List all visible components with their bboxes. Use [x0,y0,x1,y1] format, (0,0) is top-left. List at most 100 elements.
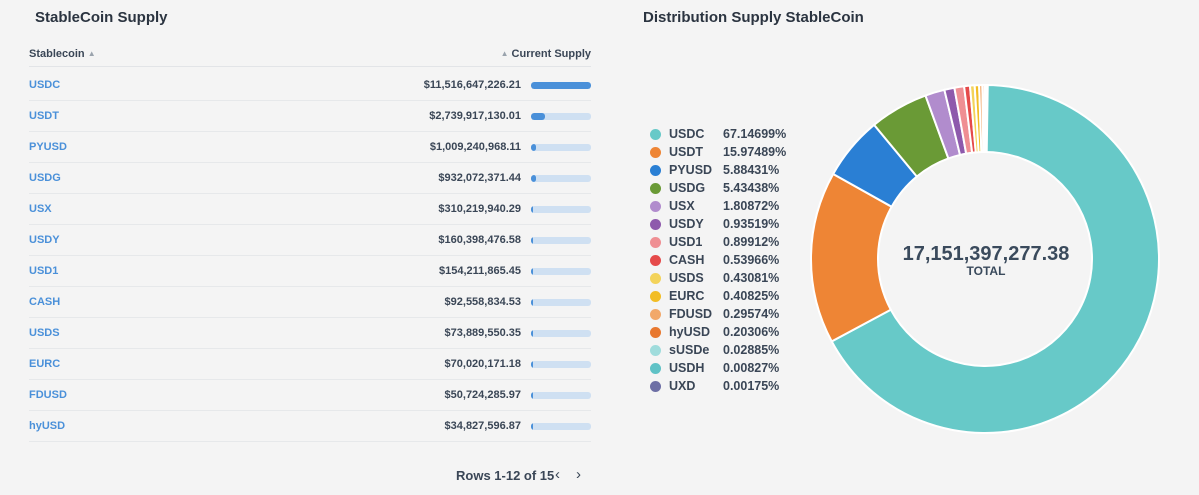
stablecoin-link[interactable]: USX [29,203,52,215]
supply-bar-fill [531,330,533,337]
legend-label: USDC [669,127,705,141]
supply-bar-fill [531,82,591,89]
supply-table-body: USDC $11,516,647,226.21 USDT $2,739,917,130… [29,70,591,442]
legend-label: USX [669,199,695,213]
legend-percent: 0.00175% [723,379,780,393]
table-row: USDY $160,398,476.58 [29,225,591,256]
stablecoin-link[interactable]: USDC [29,79,61,91]
legend-label: EURC [669,289,705,303]
stablecoin-link[interactable]: USD1 [29,265,59,277]
donut-slice-uxd[interactable] [985,84,989,154]
stablecoin-link[interactable]: EURC [29,358,61,370]
table-row: USD1 $154,211,865.45 [29,256,591,287]
legend-dot [650,327,661,338]
stablecoin-link[interactable]: USDG [29,172,61,184]
supply-value: $70,020,171.18 [444,358,521,370]
legend-dot [650,183,661,194]
donut-total-value: 17,151,397,277.38 [903,243,1070,265]
supply-value: $154,211,865.45 [439,265,521,277]
supply-bar-fill [531,392,533,399]
table-row: CASH $92,558,834.53 [29,287,591,318]
table-row: EURC $70,020,171.18 [29,349,591,380]
legend-label: USDY [669,217,704,231]
supply-bar-fill [531,361,533,368]
legend-percent: 1.80872% [723,199,780,213]
column-stablecoin-label: Stablecoin [29,48,85,60]
table-row: PYUSD $1,009,240,968.11 [29,132,591,163]
table-row: USDS $73,889,550.35 [29,318,591,349]
donut-slice-usdc[interactable] [830,84,1160,434]
table-row: USDC $11,516,647,226.21 [29,70,591,101]
column-header-supply[interactable]: ▲ Current Supply [501,48,591,60]
stablecoin-link[interactable]: hyUSD [29,420,66,432]
table-row: USDT $2,739,917,130.01 [29,101,591,132]
supply-bar-track [531,175,591,182]
supply-bar-fill [531,206,533,213]
legend-label: hyUSD [669,325,710,339]
table-header: Stablecoin ▲ ▲ Current Supply [29,44,591,67]
legend-dot [650,237,661,248]
supply-bar-track [531,392,591,399]
stablecoin-link[interactable]: USDS [29,327,60,339]
supply-bar-fill [531,299,533,306]
legend-percent: 0.02885% [723,343,780,357]
supply-bar-track [531,144,591,151]
legend-label: CASH [669,253,705,267]
legend-dot [650,201,661,212]
supply-value: $1,009,240,968.11 [429,141,521,153]
legend-dot [650,147,661,158]
supply-bar-fill [531,175,536,182]
donut-chart: 17,151,397,277.38 TOTAL [810,84,1160,434]
legend-percent: 15.97489% [723,145,787,159]
supply-bar-track [531,299,591,306]
legend-label: UXD [669,379,696,393]
supply-value: $11,516,647,226.21 [423,79,521,91]
supply-value: $92,558,834.53 [444,296,521,308]
legend-percent: 5.88431% [723,163,780,177]
supply-bar-track [531,113,591,120]
supply-value: $310,219,940.29 [438,203,521,215]
supply-value: $932,072,371.44 [438,172,521,184]
supply-bar-track [531,237,591,244]
column-header-stablecoin[interactable]: Stablecoin ▲ [29,48,96,60]
legend-label: USD1 [669,235,703,249]
column-supply-label: Current Supply [511,48,591,60]
stablecoin-supply-title: StableCoin Supply [35,9,168,26]
supply-bar-track [531,82,591,89]
table-row: USDG $932,072,371.44 [29,163,591,194]
legend-percent: 67.14699% [723,127,787,141]
sort-up-icon: ▲ [87,49,96,58]
legend-dot [650,363,661,374]
legend-dot [650,381,661,392]
legend-dot [650,219,661,230]
legend-percent: 0.93519% [723,217,780,231]
supply-value: $160,398,476.58 [438,234,521,246]
supply-bar-fill [531,144,537,151]
stablecoin-link[interactable]: USDY [29,234,60,246]
stablecoin-link[interactable]: USDT [29,110,59,122]
legend-dot [650,309,661,320]
supply-value: $2,739,917,130.01 [429,110,521,122]
legend-label: USDS [669,271,704,285]
previous-page-button[interactable]: ‹ [555,466,560,483]
stablecoin-link[interactable]: PYUSD [29,141,67,153]
supply-bar-track [531,206,591,213]
distribution-chart-title: Distribution Supply StableCoin [643,9,864,26]
legend-label: PYUSD [669,163,713,177]
next-page-button[interactable]: › [576,466,581,483]
stablecoin-link[interactable]: FDUSD [29,389,67,401]
table-row: hyUSD $34,827,596.87 [29,411,591,442]
legend-dot [650,345,661,356]
legend-percent: 5.43438% [723,181,780,195]
legend-percent: 0.40825% [723,289,780,303]
supply-bar-track [531,361,591,368]
stablecoin-link[interactable]: CASH [29,296,61,308]
legend-percent: 0.43081% [723,271,780,285]
legend-label: USDT [669,145,704,159]
table-row: USX $310,219,940.29 [29,194,591,225]
supply-value: $50,724,285.97 [444,389,521,401]
legend-percent: 0.53966% [723,253,780,267]
supply-value: $34,827,596.87 [444,420,521,432]
legend-dot [650,165,661,176]
legend-percent: 0.20306% [723,325,780,339]
